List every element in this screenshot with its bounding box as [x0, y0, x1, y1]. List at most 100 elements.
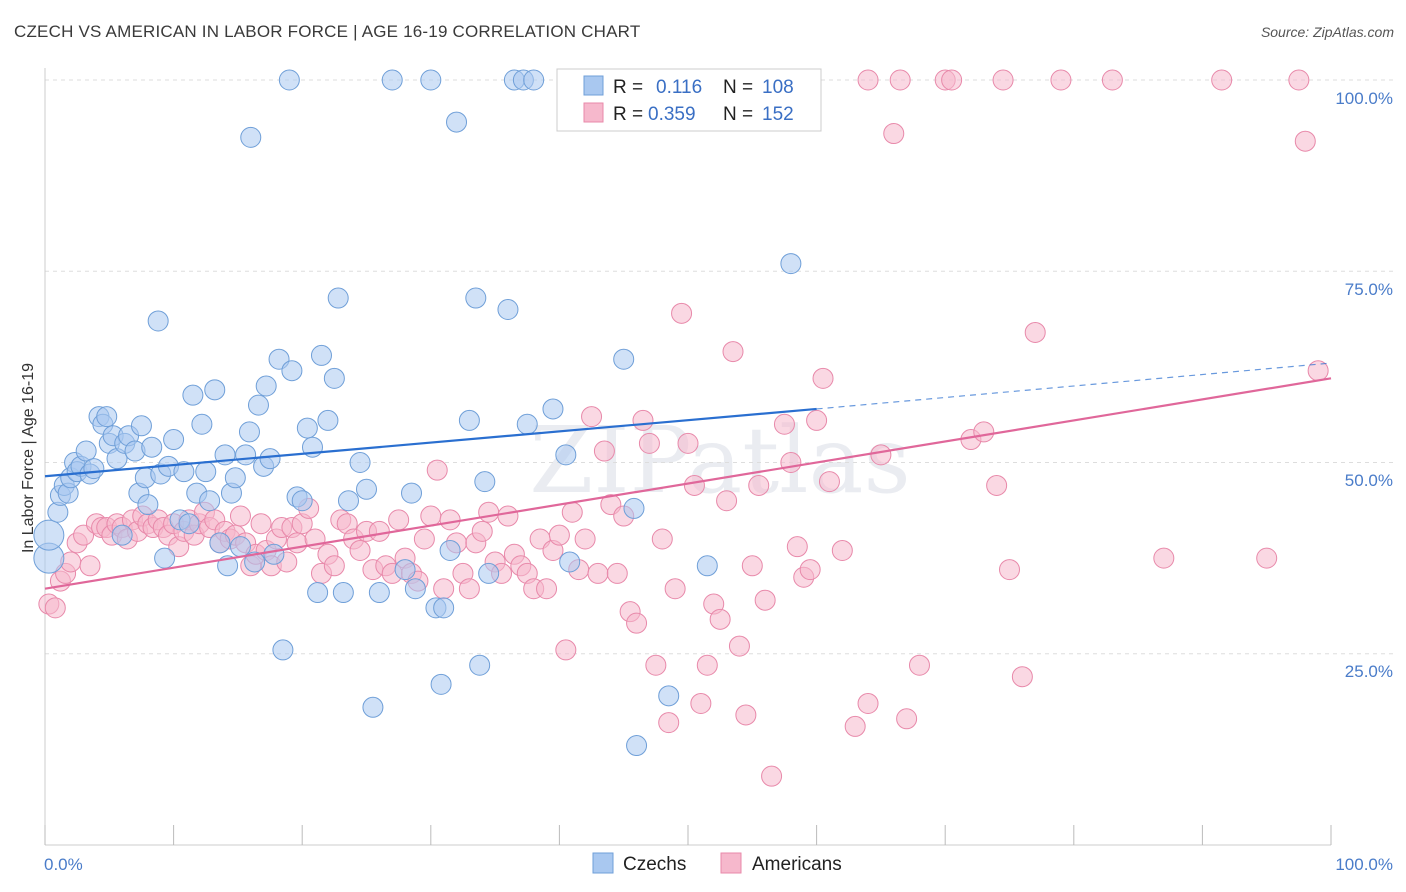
trend-lines: [44, 362, 1332, 590]
american-point: [250, 513, 272, 535]
american-point: [857, 69, 879, 91]
czech-point: [420, 69, 442, 91]
y-tick-labels: 100.0% 75.0% 50.0% 25.0%: [1335, 89, 1393, 681]
american-point: [908, 654, 930, 676]
american-point: [420, 505, 442, 527]
legend-n-label: N =: [723, 104, 753, 125]
czech-point: [235, 444, 257, 466]
czech-point: [83, 458, 105, 480]
czech-point: [272, 639, 294, 661]
czech-point: [240, 126, 262, 148]
czech-point: [310, 344, 332, 366]
czech-point: [401, 482, 423, 504]
czech-point: [349, 452, 371, 473]
american-point: [587, 562, 609, 584]
american-point: [1050, 69, 1072, 91]
american-point: [555, 639, 577, 661]
american-point: [1011, 666, 1033, 688]
american-point: [638, 432, 660, 454]
czech-point: [337, 490, 359, 512]
bottom-legend-swatch-americans: [720, 852, 742, 874]
american-point: [632, 409, 654, 431]
czech-point: [130, 415, 152, 437]
czech-point: [178, 513, 200, 535]
american-point: [1288, 69, 1310, 91]
czech-point: [327, 287, 349, 309]
czech-point: [430, 673, 452, 695]
american-point: [690, 692, 712, 714]
american-point: [651, 528, 673, 550]
czech-point: [465, 287, 487, 309]
legend-n-value-czechs: 108: [762, 77, 794, 98]
czech-point: [195, 461, 217, 483]
czech-point: [439, 539, 461, 561]
legend-swatch-czechs: [583, 75, 604, 96]
american-point: [722, 341, 744, 363]
czech-point: [368, 582, 390, 604]
american-point: [1153, 547, 1175, 569]
czech-point: [446, 111, 468, 133]
american-point: [941, 69, 963, 91]
legend-r-label: R =: [613, 104, 643, 125]
legend-r-value-americans: 0.359: [648, 104, 696, 125]
american-point: [806, 409, 828, 431]
czech-point: [199, 490, 221, 512]
czech-point: [474, 471, 496, 493]
american-point: [593, 440, 615, 462]
american-point: [889, 69, 911, 91]
american-point: [786, 536, 808, 558]
bottom-legend-swatch-czechs: [592, 852, 614, 874]
y-tick-label: 75.0%: [1345, 280, 1393, 299]
czech-point: [229, 536, 251, 558]
american-point: [844, 715, 866, 737]
legend-r-value-czechs: 0.116: [656, 77, 702, 98]
y-tick-label: 25.0%: [1345, 662, 1393, 681]
american-point: [426, 459, 448, 481]
american-point: [696, 654, 718, 676]
american-point: [973, 421, 995, 443]
czech-point: [209, 532, 231, 554]
czech-point: [291, 490, 313, 512]
american-point: [857, 692, 879, 714]
american-point: [831, 539, 853, 561]
czech-point: [381, 69, 403, 91]
american-point: [478, 501, 500, 523]
american-point: [818, 471, 840, 493]
american-point: [229, 505, 251, 527]
czech-point: [137, 494, 159, 516]
czech-point: [613, 348, 635, 370]
czech-point: [356, 478, 377, 500]
american-point: [761, 765, 783, 787]
american-point: [1211, 69, 1233, 91]
czech-point: [523, 69, 545, 91]
american-point: [581, 406, 603, 428]
legend-swatch-americans: [583, 102, 604, 123]
american-point: [433, 578, 455, 600]
american-point: [574, 528, 596, 550]
american-point: [812, 367, 834, 389]
american-point: [716, 490, 738, 512]
czech-point: [204, 379, 226, 401]
czech-point: [33, 519, 65, 551]
czech-point: [404, 578, 426, 600]
czech-point: [111, 524, 133, 546]
american-point: [536, 578, 558, 600]
y-tick-label: 50.0%: [1345, 471, 1393, 490]
x-tick-label-max: 100.0%: [1335, 855, 1393, 874]
american-point: [986, 474, 1008, 496]
american-point: [741, 555, 763, 577]
american-point: [471, 520, 493, 542]
american-point: [44, 597, 66, 619]
czech-point: [780, 253, 802, 275]
american-point: [728, 635, 750, 657]
american-point: [606, 562, 628, 584]
american-point: [548, 524, 570, 546]
czech-point: [96, 406, 118, 428]
american-point: [754, 589, 776, 611]
czech-point: [478, 562, 500, 584]
legend-r-label: R =: [613, 77, 643, 98]
czech-point: [182, 384, 204, 406]
legend-n-label: N =: [723, 77, 753, 98]
czech-point: [278, 69, 300, 91]
legend: R = 0.116 N = 108 R = 0.359 N = 152: [556, 68, 822, 132]
